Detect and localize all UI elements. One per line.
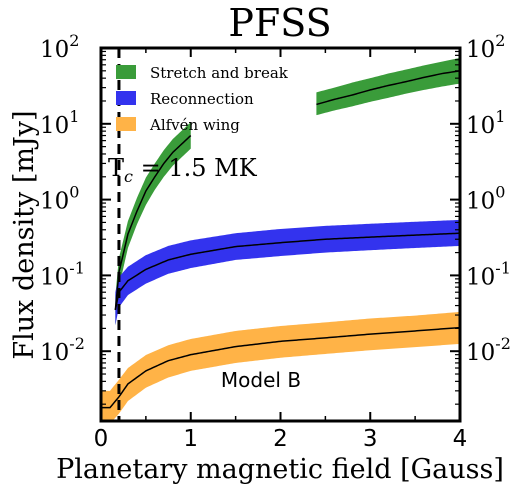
x-tick-label-0: 0 xyxy=(94,426,109,452)
y-tick-label-left-0: 10-2 xyxy=(40,334,85,366)
line-reconnection-0 xyxy=(114,232,460,311)
band-reconnection-0 xyxy=(115,219,460,326)
line-alfven-0 xyxy=(101,326,460,409)
tc-label-base: T xyxy=(108,154,124,182)
y-tick-label-base: 10 xyxy=(40,189,69,215)
x-tick-label-2: 2 xyxy=(273,426,288,452)
x-tick-label-1: 1 xyxy=(183,426,198,452)
legend: Stretch and break Reconnection Alfvén wi… xyxy=(116,64,289,134)
tc-label-sub: c xyxy=(124,167,133,186)
y-tick-label-left-4: 102 xyxy=(40,31,79,63)
x-tick-label-3: 3 xyxy=(363,426,378,452)
critical-temperature-label: Tc = 1.5 MK xyxy=(108,154,258,186)
band-stretch-1 xyxy=(316,57,460,116)
model-annotation: Model B xyxy=(221,368,301,392)
line-stretch-1 xyxy=(316,70,460,106)
tc-label-value: = 1.5 MK xyxy=(133,154,258,182)
y-tick-label-exponent: -2 xyxy=(495,334,511,353)
x-tick-label-4: 4 xyxy=(453,426,468,452)
y-tick-label-left-2: 100 xyxy=(40,183,79,215)
y-tick-label-exponent: 1 xyxy=(495,107,505,126)
line-stretch-0 xyxy=(114,134,192,311)
y-tick-label-base: 10 xyxy=(466,189,495,215)
legend-label-alfven: Alfvén wing xyxy=(149,116,240,134)
y-axis-title: Flux density [mJy] xyxy=(9,110,40,359)
legend-swatch-reconnection xyxy=(116,91,136,105)
y-tick-label-base: 10 xyxy=(40,113,69,139)
y-tick-label-right-3: 101 xyxy=(466,107,505,139)
y-tick-label-exponent: 0 xyxy=(69,183,79,202)
y-tick-label-right-1: 10-1 xyxy=(466,258,511,290)
x-axis-title: Planetary magnetic field [Gauss] xyxy=(56,454,504,485)
legend-swatch-stretch xyxy=(116,65,136,79)
y-tick-label-exponent: -1 xyxy=(495,258,511,277)
chart-title: PFSS xyxy=(228,1,331,45)
y-tick-label-exponent: 2 xyxy=(495,31,505,50)
y-tick-label-base: 10 xyxy=(40,37,69,63)
y-tick-label-left-1: 10-1 xyxy=(40,258,85,290)
y-tick-label-exponent: 0 xyxy=(495,183,505,202)
y-tick-label-exponent: 2 xyxy=(69,31,79,50)
y-tick-label-base: 10 xyxy=(466,37,495,63)
y-tick-label-base: 10 xyxy=(466,264,495,290)
y-tick-label-right-0: 10-2 xyxy=(466,334,511,366)
y-tick-label-left-3: 101 xyxy=(40,107,79,139)
y-tick-label-base: 10 xyxy=(466,113,495,139)
band-alfven-0 xyxy=(101,311,460,421)
y-tick-label-right-2: 100 xyxy=(466,183,505,215)
y-tick-label-base: 10 xyxy=(40,264,69,290)
series-lines xyxy=(101,70,460,409)
y-tick-label-exponent: -1 xyxy=(69,258,85,277)
y-tick-label-exponent: -2 xyxy=(69,334,85,353)
legend-swatch-alfven xyxy=(116,117,136,131)
legend-label-reconnection: Reconnection xyxy=(150,90,254,108)
legend-label-stretch: Stretch and break xyxy=(150,64,289,82)
y-tick-label-right-4: 102 xyxy=(466,31,505,63)
y-tick-label-base: 10 xyxy=(40,340,69,366)
y-tick-label-exponent: 1 xyxy=(69,107,79,126)
y-tick-label-base: 10 xyxy=(466,340,495,366)
